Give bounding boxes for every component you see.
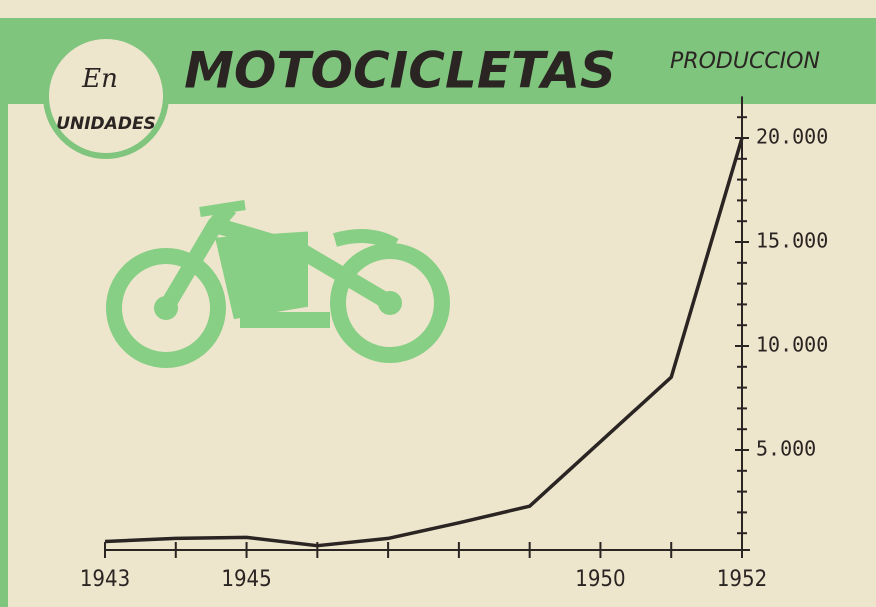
unit-label: En <box>81 64 118 94</box>
x-tick-label: 1943 <box>80 567 130 592</box>
y-tick-label: 20.000 <box>756 125 828 149</box>
wheel-hub <box>378 291 402 315</box>
y-tick-label: 15.000 <box>756 229 828 253</box>
chart-subtitle: PRODUCCION <box>670 49 820 74</box>
x-tick-label: 1945 <box>221 567 271 592</box>
unit-label: UNIDADES <box>56 114 156 134</box>
y-tick-label: 10.000 <box>756 333 828 357</box>
unit-badge <box>46 36 166 156</box>
x-tick-label: 1952 <box>717 567 767 592</box>
y-tick-label: 5.000 <box>756 437 816 461</box>
left-border <box>0 18 8 607</box>
chart: En UNIDADES MOTOCICLETAS PRODUCCION 1943… <box>0 0 876 607</box>
wheel-hub <box>154 296 178 320</box>
chart-title: MOTOCICLETAS <box>184 42 616 100</box>
x-tick-label: 1950 <box>575 567 625 592</box>
